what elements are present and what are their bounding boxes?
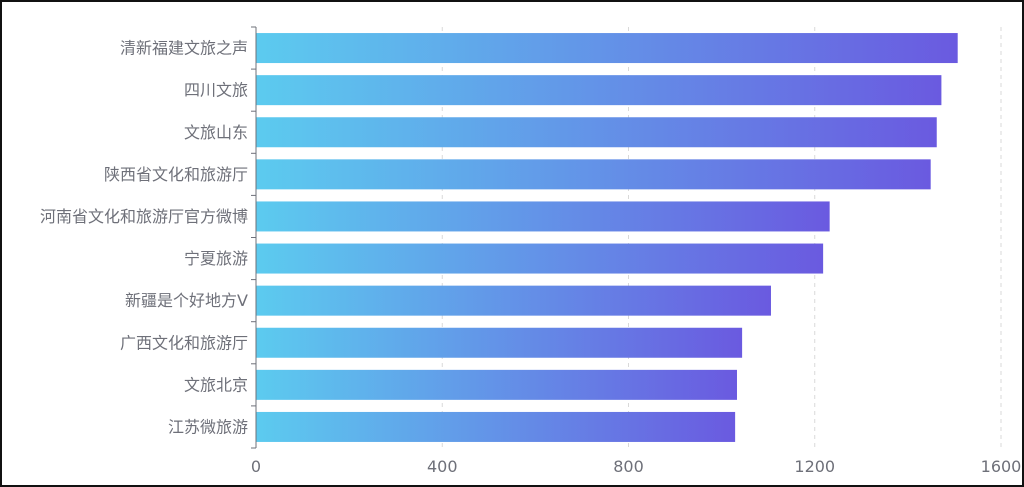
axes [251,26,257,449]
category-label-9: 文旅北京 [184,375,248,394]
bar-10[interactable] [256,411,736,442]
bar-5[interactable] [256,201,830,232]
bar-9[interactable] [256,369,737,400]
category-label-4: 陕西省文化和旅游厅 [104,165,248,184]
bars [256,33,958,442]
category-label-7: 新疆是个好地方V [125,291,248,310]
bar-1[interactable] [256,33,958,64]
x-tick-label-1600: 1600 [981,457,1022,476]
category-label-3: 文旅山东 [184,123,248,142]
x-tick-label-800: 800 [613,457,644,476]
bar-6[interactable] [256,243,824,274]
category-label-2: 四川文旅 [184,81,248,100]
bar-8[interactable] [256,327,743,358]
bar-7[interactable] [256,285,771,316]
category-label-10: 江苏微旅游 [168,417,248,436]
category-label-5: 河南省文化和旅游厅官方微博 [40,207,248,226]
x-tick-label-0: 0 [251,457,261,476]
x-tick-label-1200: 1200 [794,457,835,476]
grid-lines [441,27,1002,448]
category-labels: 清新福建文旅之声四川文旅文旅山东陕西省文化和旅游厅河南省文化和旅游厅官方微博宁夏… [40,39,248,437]
x-tick-labels: 0 400 800 1200 1600 [251,457,1021,476]
x-tick-label-400: 400 [427,457,458,476]
bar-2[interactable] [256,75,942,106]
bar-3[interactable] [256,117,937,148]
category-label-6: 宁夏旅游 [184,249,248,268]
bar-4[interactable] [256,159,931,190]
category-label-8: 广西文化和旅游厅 [120,333,248,352]
category-label-1: 清新福建文旅之声 [120,39,248,58]
